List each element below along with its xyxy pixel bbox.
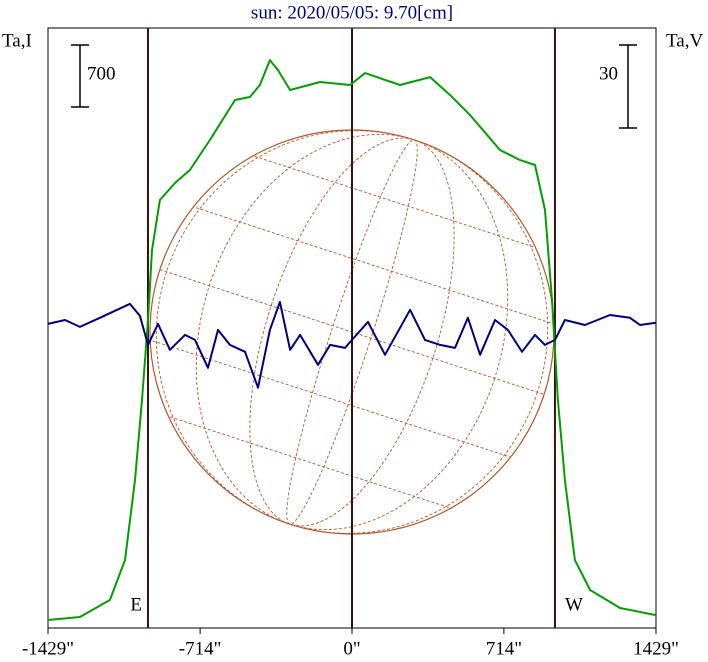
x-tick-label: 0" bbox=[343, 638, 360, 659]
limb-label: E bbox=[130, 594, 142, 615]
scale-label: 30 bbox=[599, 63, 618, 84]
series-line bbox=[47, 301, 657, 389]
left-axis-label: Ta,I bbox=[2, 30, 32, 51]
x-tick-label: 714" bbox=[486, 638, 522, 659]
x-tick-label: 1429" bbox=[633, 638, 679, 659]
scale-label: 700 bbox=[87, 63, 116, 84]
x-tick-label: -714" bbox=[179, 638, 222, 659]
chart-title: sun: 2020/05/05: 9.70[cm] bbox=[251, 2, 453, 23]
limb-label: W bbox=[565, 594, 583, 615]
right-axis-label: Ta,V bbox=[666, 30, 703, 51]
x-tick-label: -1429" bbox=[22, 638, 74, 659]
series-line bbox=[47, 59, 657, 621]
